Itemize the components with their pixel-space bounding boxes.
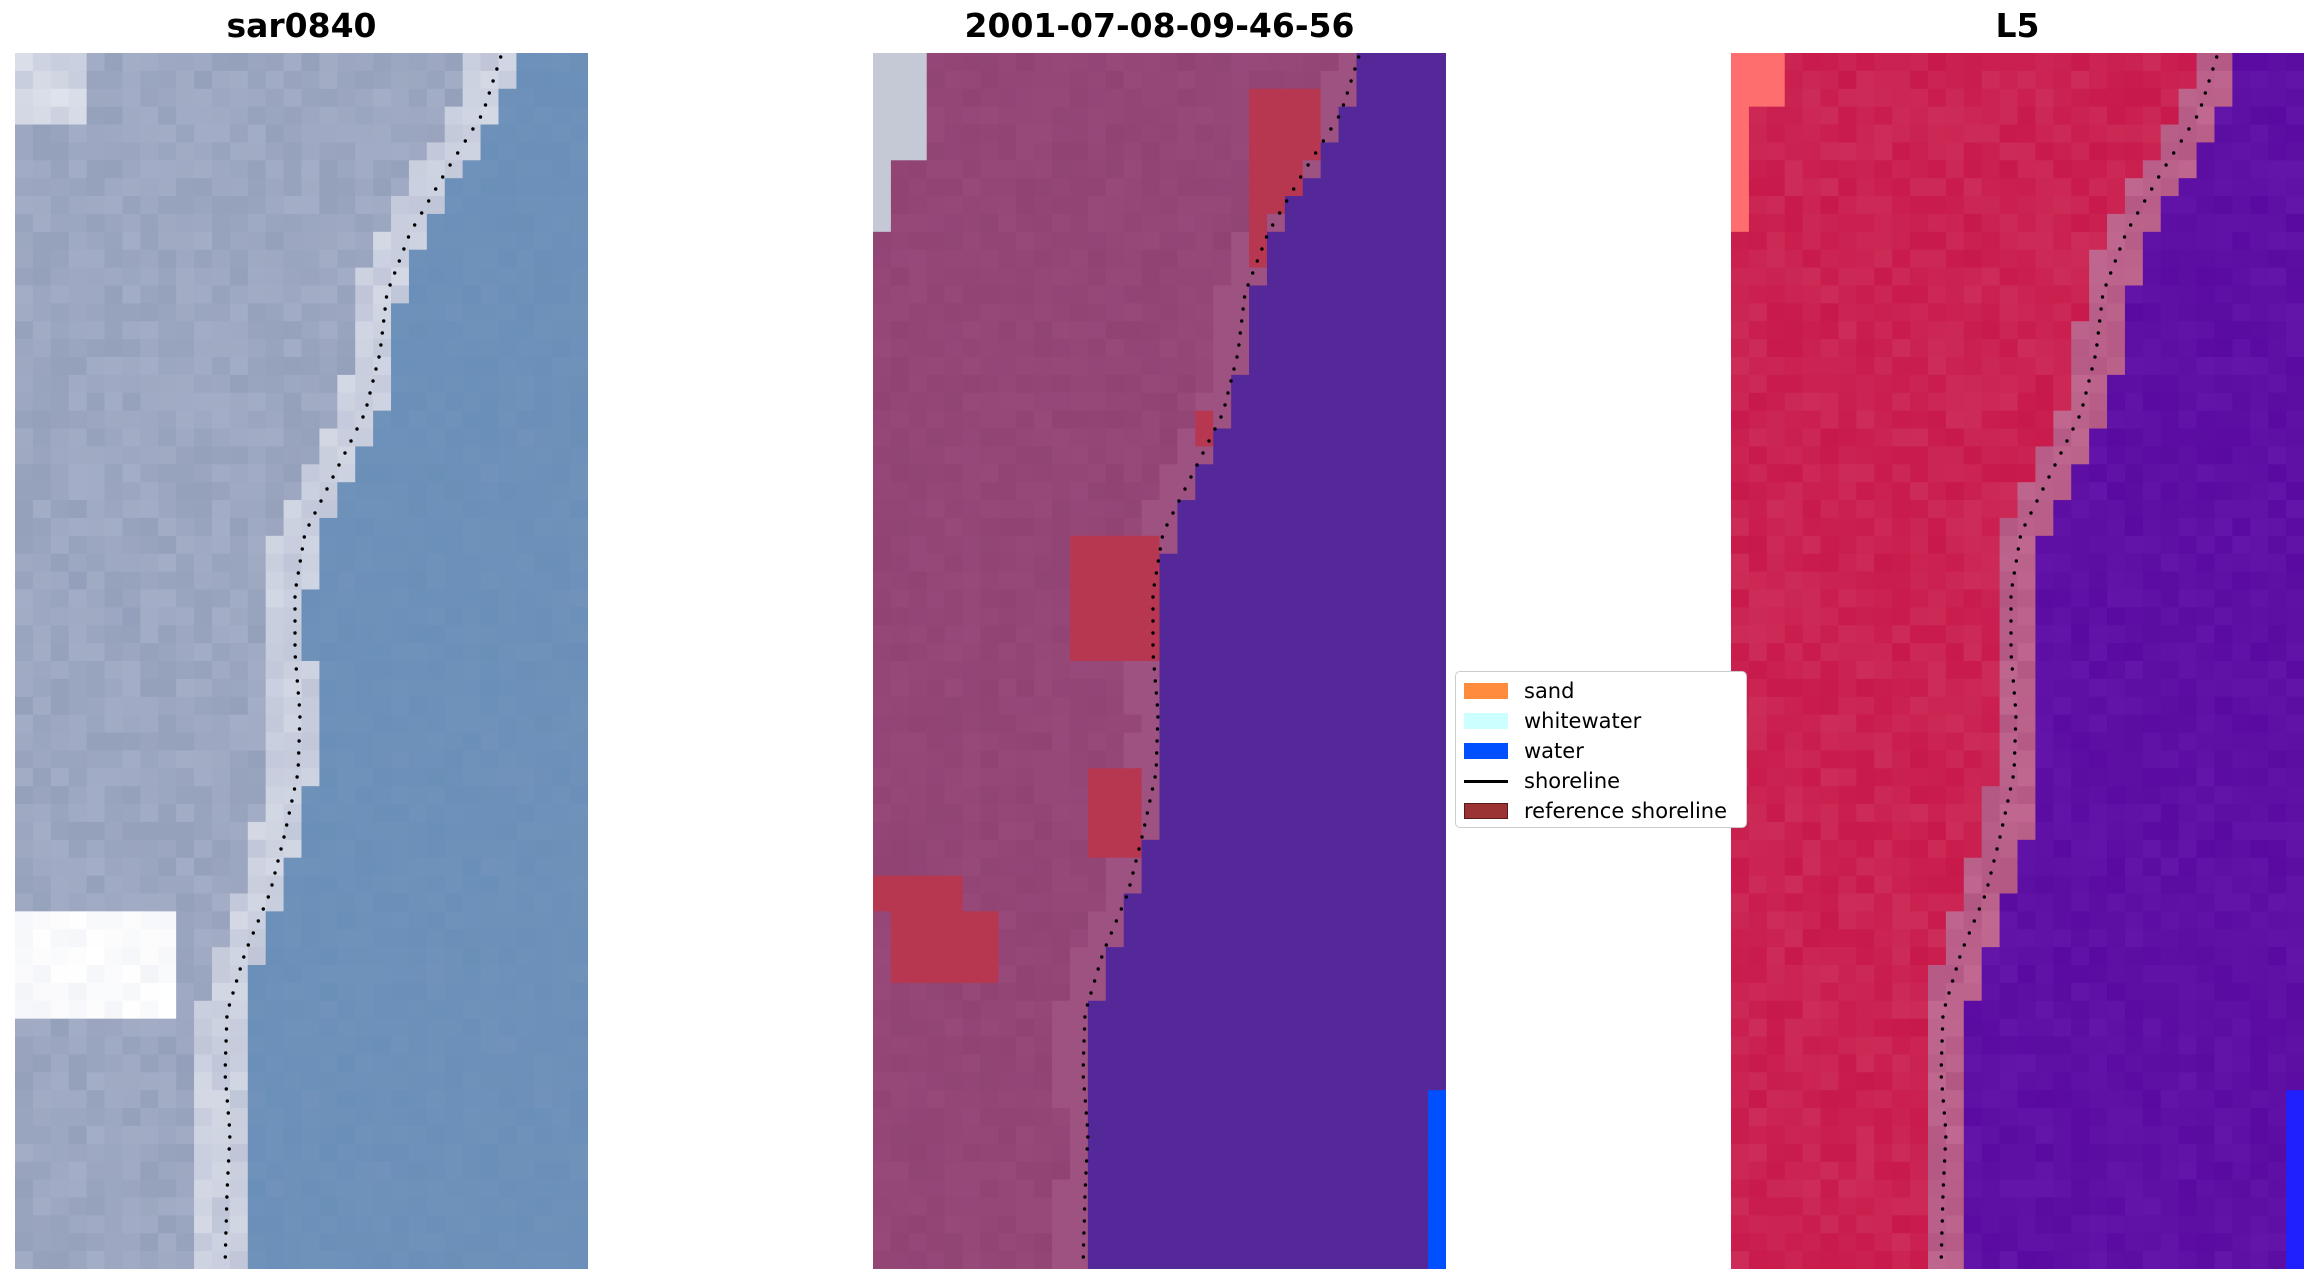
legend-label-water: water [1524, 739, 1584, 763]
legend-swatch-whitewater [1464, 713, 1508, 729]
legend: sand whitewater water shoreline referenc… [1455, 671, 1747, 828]
legend-item-whitewater: whitewater [1464, 708, 1641, 734]
panel-title-rgb: sar0840 [226, 6, 377, 45]
legend-item-water: water [1464, 738, 1584, 764]
panel-title-classified: 2001-07-08-09-46-56 [964, 6, 1355, 45]
panel-title-index: L5 [1995, 6, 2040, 45]
legend-label-reference-shoreline: reference shoreline [1524, 799, 1728, 823]
legend-label-sand: sand [1524, 679, 1575, 703]
legend-line-shoreline [1464, 779, 1508, 783]
index-image-panel [1731, 53, 2304, 1269]
rgb-shoreline [223, 55, 503, 1259]
legend-label-whitewater: whitewater [1524, 709, 1642, 733]
index-shoreline [1939, 55, 2219, 1259]
legend-item-reference-shoreline: reference shoreline [1464, 798, 1727, 824]
classified-image-panel [873, 53, 1446, 1269]
legend-swatch-water [1464, 743, 1508, 759]
legend-label-shoreline: shoreline [1524, 769, 1621, 793]
legend-swatch-sand [1464, 683, 1508, 699]
classified-pixels [873, 53, 1446, 1269]
rgb-pixels [15, 53, 588, 1269]
legend-swatch-reference-shoreline [1464, 803, 1508, 819]
rgb-image-panel [15, 53, 588, 1269]
legend-item-sand: sand [1464, 678, 1574, 704]
index-pixels [1731, 53, 2304, 1269]
classified-shoreline [1081, 55, 1361, 1259]
legend-item-shoreline: shoreline [1464, 768, 1620, 794]
